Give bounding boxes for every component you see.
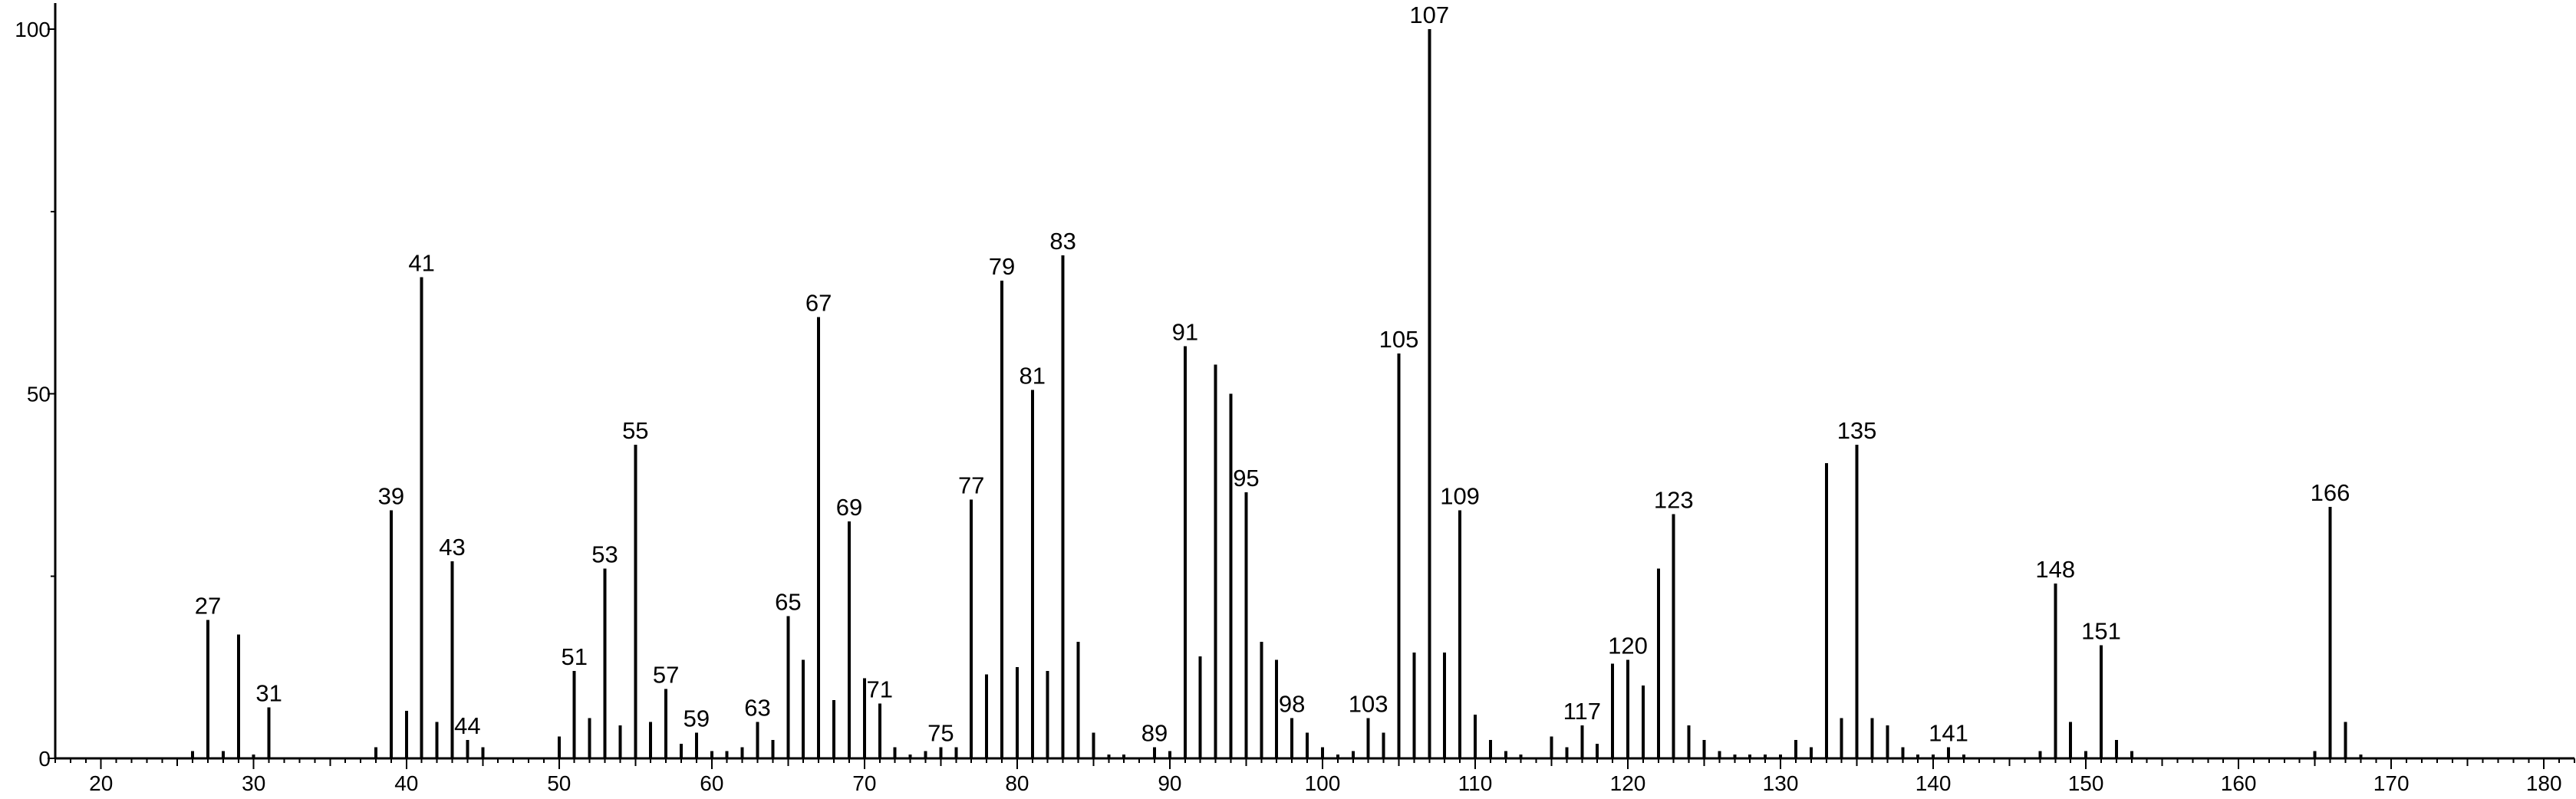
peak-label: 79 [989,253,1015,280]
peak-label: 98 [1279,691,1305,718]
peak-label: 103 [1349,691,1388,718]
peak-label: 55 [622,417,648,444]
peak-bars [191,29,2363,758]
peak-label: 57 [653,662,679,689]
peak-label: 65 [775,589,801,616]
x-tick-label: 160 [2221,771,2257,795]
peak-label: 148 [2035,556,2075,583]
peak-label: 107 [1409,2,1449,28]
x-tick-label: 70 [852,771,876,795]
axes: 20 30 40 50 60 70 80 90 100 110 120 130 140 150 160 170… [15,3,2575,795]
peak-label: 75 [927,720,954,747]
x-tick-label: 80 [1005,771,1029,795]
x-tick-label: 120 [1610,771,1646,795]
peak-label: 141 [1929,720,1968,747]
peak-label: 77 [958,472,984,498]
peak-label: 53 [591,541,618,568]
x-tick-label: 170 [2373,771,2410,795]
peak-label: 135 [1837,417,1877,444]
x-tick-label: 150 [2068,771,2104,795]
x-tick-label: 30 [242,771,265,795]
y-tick-label: 0 [38,747,51,771]
peak-label: 81 [1020,363,1046,390]
peak-label: 105 [1379,326,1419,353]
y-tick-label: 50 [27,383,51,406]
peak-label: 123 [1654,486,1694,513]
x-tick-label: 140 [1916,771,1952,795]
peak-label: 27 [195,592,221,619]
peak-label: 31 [255,679,282,706]
peak-label: 95 [1233,465,1259,492]
x-tick-label: 90 [1158,771,1181,795]
peak-label: 39 [378,483,404,510]
x-tick-label: 110 [1458,771,1493,795]
peak-label: 69 [836,494,862,521]
x-tick-label: 40 [394,771,418,795]
y-tick-label: 100 [15,18,51,41]
x-tick-label: 100 [1305,771,1341,795]
x-tick-label: 60 [700,771,723,795]
x-tick-label: 130 [1763,771,1799,795]
peak-label: 51 [561,643,587,670]
peak-label: 117 [1563,698,1601,725]
peak-label: 109 [1440,483,1480,510]
peak-label: 63 [744,694,770,721]
peak-label: 83 [1049,228,1076,255]
peak-label: 41 [408,249,434,276]
peak-label: 120 [1608,633,1648,659]
peak-label: 91 [1172,319,1198,346]
x-tick-label: 20 [89,771,113,795]
peak-label: 151 [2081,618,2121,645]
x-tick-label: 180 [2526,771,2562,795]
peak-label: 44 [454,712,480,739]
x-tick-label: 50 [547,771,571,795]
peak-label: 67 [805,290,832,317]
peak-label: 89 [1141,720,1168,747]
peak-label: 43 [439,534,465,561]
peak-label: 59 [684,705,710,732]
peak-label: 71 [867,676,893,703]
peak-label: 166 [2311,479,2350,506]
